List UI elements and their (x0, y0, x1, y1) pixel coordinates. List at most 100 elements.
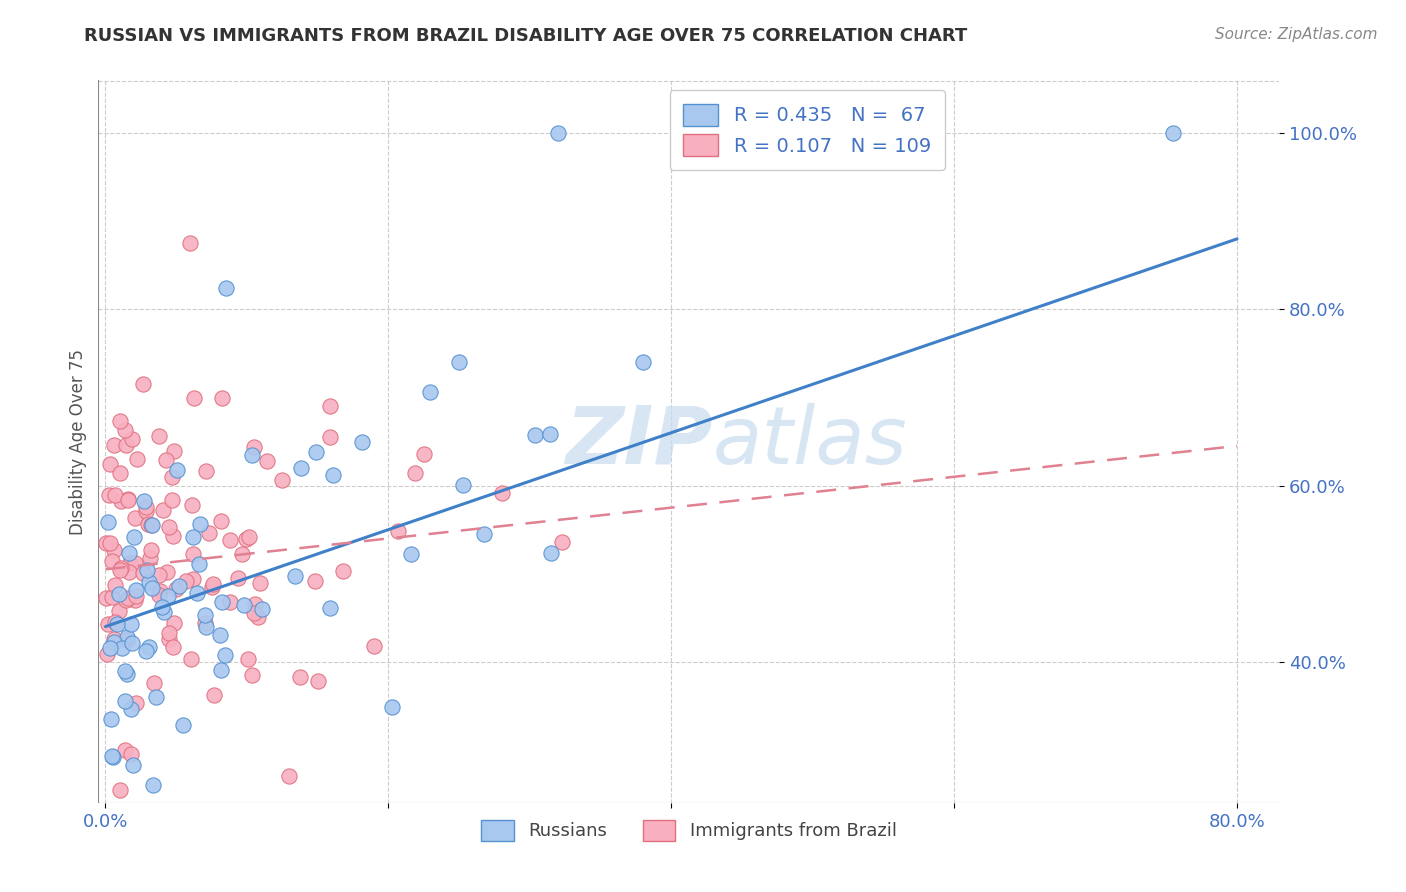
Point (412, 447, 434, 461)
Point (115, 631, 138, 645)
Point (201, 580, 224, 594)
Point (98, 457, 121, 471)
Point (523, 428, 546, 442)
Text: atlas: atlas (713, 402, 907, 481)
Point (211, 392, 233, 406)
Point (118, 546, 141, 560)
Point (132, 494, 155, 508)
Point (319, 399, 342, 413)
Point (180, 652, 202, 666)
Point (290, 460, 312, 475)
Point (183, 547, 205, 561)
Point (142, 778, 165, 792)
Point (449, 355, 471, 369)
Point (472, 527, 495, 541)
Point (98, 535, 121, 549)
Point (104, 578, 127, 592)
Point (100, 749, 122, 764)
Point (238, 530, 260, 544)
Point (125, 582, 148, 597)
Point (219, 595, 242, 609)
Point (131, 566, 153, 580)
Point (145, 690, 167, 704)
Point (350, 434, 373, 449)
Point (107, 604, 129, 618)
Point (187, 557, 209, 571)
Point (307, 673, 329, 688)
Point (179, 236, 201, 251)
Point (404, 466, 426, 480)
Point (540, 546, 562, 560)
Point (163, 616, 186, 631)
Point (114, 423, 136, 437)
Point (136, 517, 159, 532)
Point (141, 518, 163, 533)
Point (148, 588, 170, 602)
Point (219, 533, 242, 547)
Point (243, 597, 266, 611)
Point (160, 469, 183, 483)
Point (304, 574, 326, 589)
Point (249, 576, 271, 591)
Point (124, 593, 146, 607)
Point (162, 529, 184, 543)
Point (101, 554, 124, 568)
Text: Source: ZipAtlas.com: Source: ZipAtlas.com (1215, 27, 1378, 42)
Point (94, 536, 117, 550)
Point (152, 503, 174, 517)
Point (194, 608, 217, 623)
Point (110, 494, 132, 508)
Point (108, 782, 131, 797)
Point (103, 438, 125, 452)
Point (118, 565, 141, 579)
Point (169, 579, 191, 593)
Point (114, 694, 136, 708)
Point (135, 644, 157, 658)
Point (165, 582, 187, 596)
Point (172, 718, 194, 732)
Point (148, 568, 170, 582)
Point (117, 591, 139, 606)
Point (381, 699, 404, 714)
Point (142, 675, 165, 690)
Text: ZIP: ZIP (565, 402, 713, 481)
Point (399, 547, 422, 561)
Point (103, 632, 125, 647)
Point (114, 743, 136, 757)
Point (209, 514, 232, 528)
Point (387, 524, 409, 538)
Point (174, 574, 197, 588)
Point (138, 574, 160, 589)
Point (186, 586, 208, 600)
Point (215, 281, 238, 295)
Point (160, 493, 183, 508)
Point (124, 511, 146, 525)
Point (101, 591, 124, 605)
Point (100, 712, 122, 726)
Point (319, 430, 342, 444)
Point (97, 515, 120, 529)
Point (538, 427, 561, 442)
Point (305, 445, 328, 459)
Point (117, 492, 139, 507)
Point (226, 571, 249, 585)
Point (104, 615, 127, 630)
Point (232, 598, 254, 612)
Point (120, 702, 142, 716)
Point (120, 617, 142, 632)
Point (101, 749, 124, 764)
Point (135, 500, 157, 514)
Point (231, 547, 253, 561)
Point (194, 615, 217, 630)
Point (188, 516, 211, 531)
Point (148, 429, 170, 443)
Point (363, 639, 385, 653)
Point (139, 550, 162, 565)
Point (155, 453, 177, 467)
Point (157, 520, 180, 534)
Point (157, 625, 180, 640)
Point (194, 464, 217, 478)
Point (131, 377, 153, 392)
Point (120, 747, 142, 761)
Point (256, 453, 278, 467)
